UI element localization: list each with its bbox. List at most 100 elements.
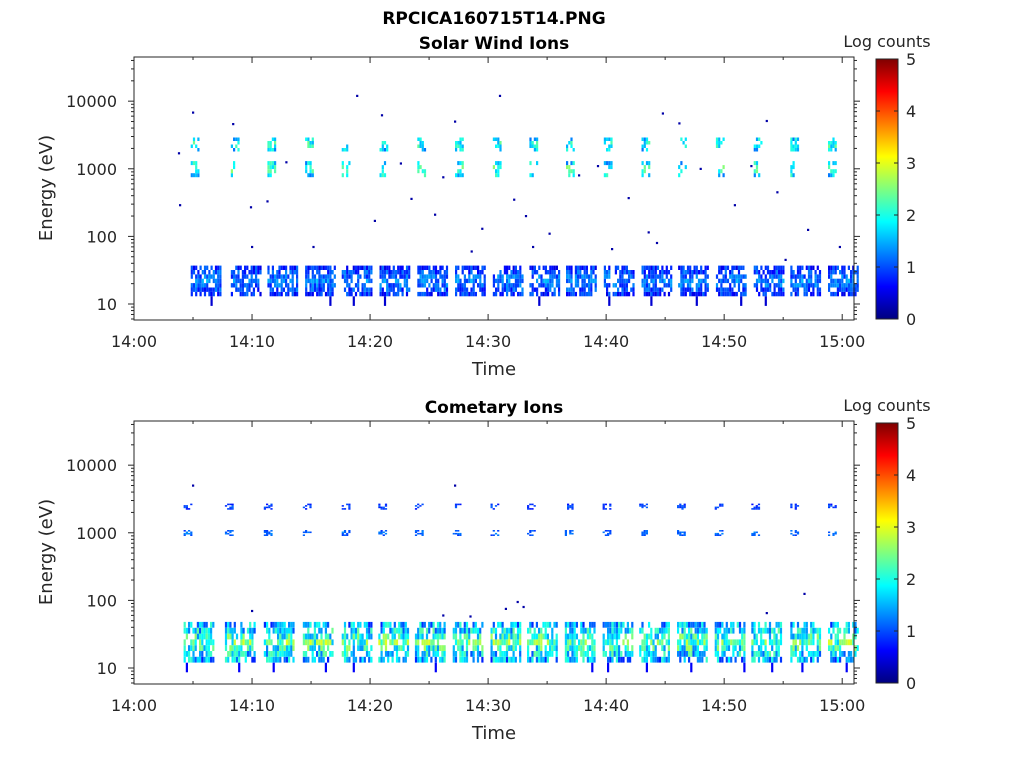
heatmap-cell [593,639,596,646]
heatmap-cell [692,621,695,628]
heatmap-cell [359,656,362,663]
heatmap-cell [775,645,778,651]
heatmap-cell [680,169,683,174]
heatmap-cell [461,645,464,651]
heatmap-cell [406,639,410,646]
heatmap-cell [199,278,202,284]
heatmap-cell [206,278,209,284]
heatmap-cell [455,270,458,275]
heatmap-cell [329,287,332,292]
heatmap-cell [683,645,686,651]
heatmap-cell [805,291,808,297]
colorbar-tick-label: 5 [906,414,916,433]
heatmap-cell [380,531,383,534]
heatmap-cell [768,639,772,646]
heatmap-cell [291,283,294,288]
heatmap-cell [716,656,720,663]
heatmap-cell [257,265,260,270]
heatmap-cell [741,633,744,640]
heatmap-cell [390,283,393,288]
heatmap-cell [255,274,258,279]
scatter-point [699,167,702,170]
heatmap-cell [368,633,371,640]
heatmap-cell [183,639,186,646]
heatmap-cell [670,278,673,284]
heatmap-cell [623,278,626,284]
heatmap-cell [641,137,644,141]
heatmap-cell [472,265,475,270]
heatmap-cell [490,645,493,651]
heatmap-cell [771,291,774,297]
heatmap-cell [521,291,524,297]
heatmap-cell [814,283,817,288]
heatmap-cell [495,278,498,284]
heatmap-cell [514,265,517,270]
heatmap-cell [609,531,612,534]
heatmap-cell [625,291,628,297]
heatmap-cell [399,265,402,270]
heatmap-cell [681,505,684,507]
heatmap-cell [569,506,572,509]
heatmap-cell [414,534,418,536]
heatmap-cell [443,283,446,288]
heatmap-cell [208,274,211,279]
heatmap-cell [302,621,305,628]
heatmap-cell [567,621,570,628]
heatmap-cell [690,645,693,651]
y-tick-label: 10 [97,659,117,678]
heatmap-cell [436,627,440,634]
heatmap-cell [287,291,290,297]
heatmap-cell [309,165,312,170]
heatmap-cell [551,639,554,646]
heatmap-cell [382,506,385,509]
heatmap-cell [734,645,737,651]
heatmap-cell [700,270,703,275]
heatmap-cell [755,278,759,284]
heatmap-cell [219,274,222,279]
heatmap-cell [506,274,509,279]
heatmap-cell [836,639,839,646]
heatmap-cell [183,656,186,663]
heatmap-cell [392,270,395,275]
heatmap-cell [188,656,191,663]
heatmap-cell [399,274,402,279]
heatmap-cell [854,287,857,292]
heatmap-cell [624,651,627,657]
heatmap-cell [341,161,344,166]
heatmap-cell [828,287,831,292]
heatmap-cell [663,270,666,275]
heatmap-cell [762,651,765,657]
heatmap-cell [685,621,688,628]
heatmap-cell [845,662,848,673]
heatmap-cell [503,270,506,275]
heatmap-cell [603,141,606,145]
panel-solar-wind: Solar Wind Ions 14:00 14:10 14:20 14:30 14:4… [36,32,931,380]
heatmap-cell [679,621,682,628]
heatmap-cell [801,627,804,634]
heatmap-cell [812,265,815,270]
heatmap-cell [757,627,761,634]
heatmap-cell [400,621,403,628]
heatmap-cell [578,645,581,651]
heatmap-cell [309,291,312,297]
heatmap-cell [766,278,770,284]
heatmap-cell [566,161,569,166]
heatmap-cell [309,639,312,646]
heatmap-cell [380,656,383,663]
heatmap-cell [212,621,215,628]
heatmap-cell [197,173,200,178]
heatmap-cell [492,508,495,510]
heatmap-cell [725,627,728,634]
heatmap-cell [392,287,395,292]
heatmap-cell [341,165,344,170]
heatmap-cell [567,508,570,510]
heatmap-cell [755,265,759,270]
heatmap-cell [244,651,247,657]
heatmap-cell [555,645,558,651]
heatmap-cell [602,505,605,507]
heatmap-cell [266,531,269,534]
heatmap-cell [190,161,193,166]
heatmap-cell [318,621,321,628]
heatmap-cell [641,278,644,284]
heatmap-cell [348,283,351,288]
